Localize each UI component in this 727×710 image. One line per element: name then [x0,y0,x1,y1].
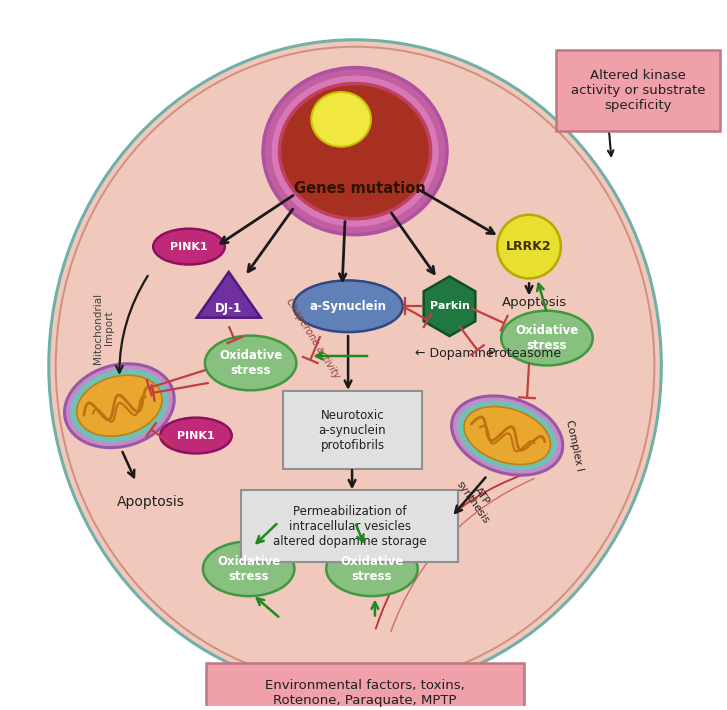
Polygon shape [197,272,261,317]
Text: Oxidative
stress: Oxidative stress [515,324,579,352]
Text: Chaperone activity: Chaperone activity [284,296,341,380]
Text: DJ-1: DJ-1 [215,302,242,315]
Text: Complex I: Complex I [563,419,584,472]
Ellipse shape [49,40,662,692]
Text: Mitochondrial
Import: Mitochondrial Import [92,293,114,364]
Text: Genes mutation: Genes mutation [294,182,426,197]
Text: Permeabilization of
intracellular vesicles
altered dopamine storage: Permeabilization of intracellular vesicl… [273,505,427,547]
FancyBboxPatch shape [556,50,720,131]
Text: Proteasome: Proteasome [487,346,561,359]
Text: Altered kinase
activity or substrate
specificity: Altered kinase activity or substrate spe… [571,69,705,112]
Ellipse shape [77,375,162,436]
Ellipse shape [203,542,294,596]
Polygon shape [424,276,475,336]
Text: Apoptosis: Apoptosis [502,296,566,309]
Text: Oxidative
stress: Oxidative stress [219,349,282,377]
Ellipse shape [263,67,447,235]
Ellipse shape [279,84,430,219]
Ellipse shape [271,75,438,226]
Ellipse shape [70,368,169,443]
Ellipse shape [311,92,371,147]
Ellipse shape [457,400,557,471]
Ellipse shape [65,364,174,447]
Text: Environmental factors, toxins,
Rotenone, Paraquate, MPTP: Environmental factors, toxins, Rotenone,… [265,679,465,707]
Text: Parkin: Parkin [430,301,470,311]
Ellipse shape [451,396,563,475]
FancyBboxPatch shape [241,490,459,562]
FancyArrowPatch shape [376,474,526,629]
Text: ← Dopamine: ← Dopamine [414,346,494,359]
Ellipse shape [326,542,418,596]
Ellipse shape [294,280,403,332]
Text: LRRK2: LRRK2 [506,240,552,253]
FancyArrowPatch shape [391,479,534,632]
FancyBboxPatch shape [206,663,524,710]
Text: a-Synuclein: a-Synuclein [310,300,387,313]
Ellipse shape [160,417,232,454]
Ellipse shape [153,229,225,265]
Text: PINK1: PINK1 [170,241,208,251]
Ellipse shape [205,336,297,391]
Text: ATP
synthesis: ATP synthesis [454,473,500,525]
Ellipse shape [464,407,550,464]
Text: Neurotoxic
a-synuclein
protofibrils: Neurotoxic a-synuclein protofibrils [318,408,386,452]
Text: Oxidative
stress: Oxidative stress [217,555,281,583]
Text: Apoptosis: Apoptosis [117,495,185,509]
Ellipse shape [501,311,593,366]
Text: Oxidative
stress: Oxidative stress [340,555,403,583]
Text: PINK1: PINK1 [177,430,214,440]
FancyBboxPatch shape [284,391,422,469]
Circle shape [497,215,561,278]
